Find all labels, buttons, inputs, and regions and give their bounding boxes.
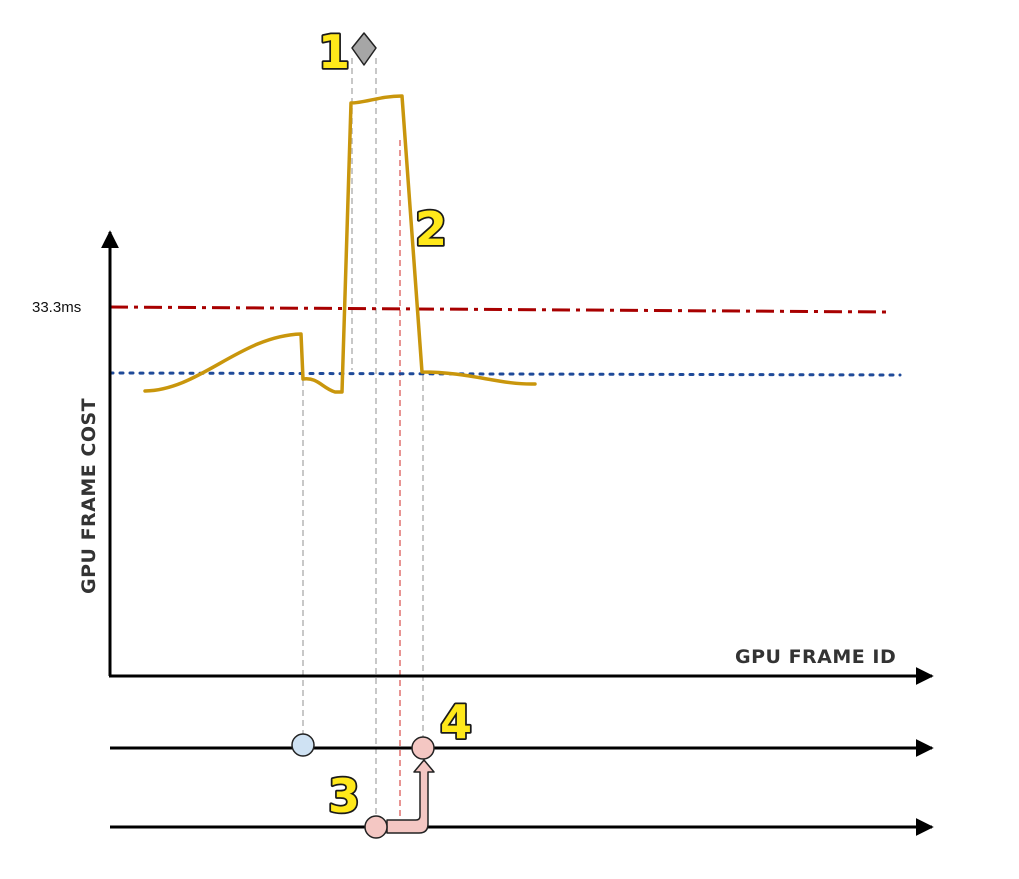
guide-lines	[302, 58, 424, 822]
step-marker-2: 2	[415, 202, 447, 256]
event-dot-blue	[291, 733, 315, 757]
event-dot-pink-upper	[411, 736, 435, 760]
frame-cost-curve	[143, 94, 537, 394]
x-axis-title: GPU FRAME ID	[735, 646, 896, 668]
target-frame-line	[108, 371, 902, 377]
event-connector-arrow	[386, 759, 435, 834]
step-marker-3: 3	[328, 769, 360, 823]
diamond-icon	[351, 32, 377, 66]
step-marker-4: 4	[440, 695, 472, 749]
event-dot-pink-lower	[364, 815, 388, 839]
y-axis-title: GPU FRAME COST	[78, 398, 100, 594]
step-marker-1: 1	[318, 25, 350, 79]
threshold-line-33ms	[109, 305, 891, 314]
threshold-label: 33.3ms	[32, 299, 81, 316]
